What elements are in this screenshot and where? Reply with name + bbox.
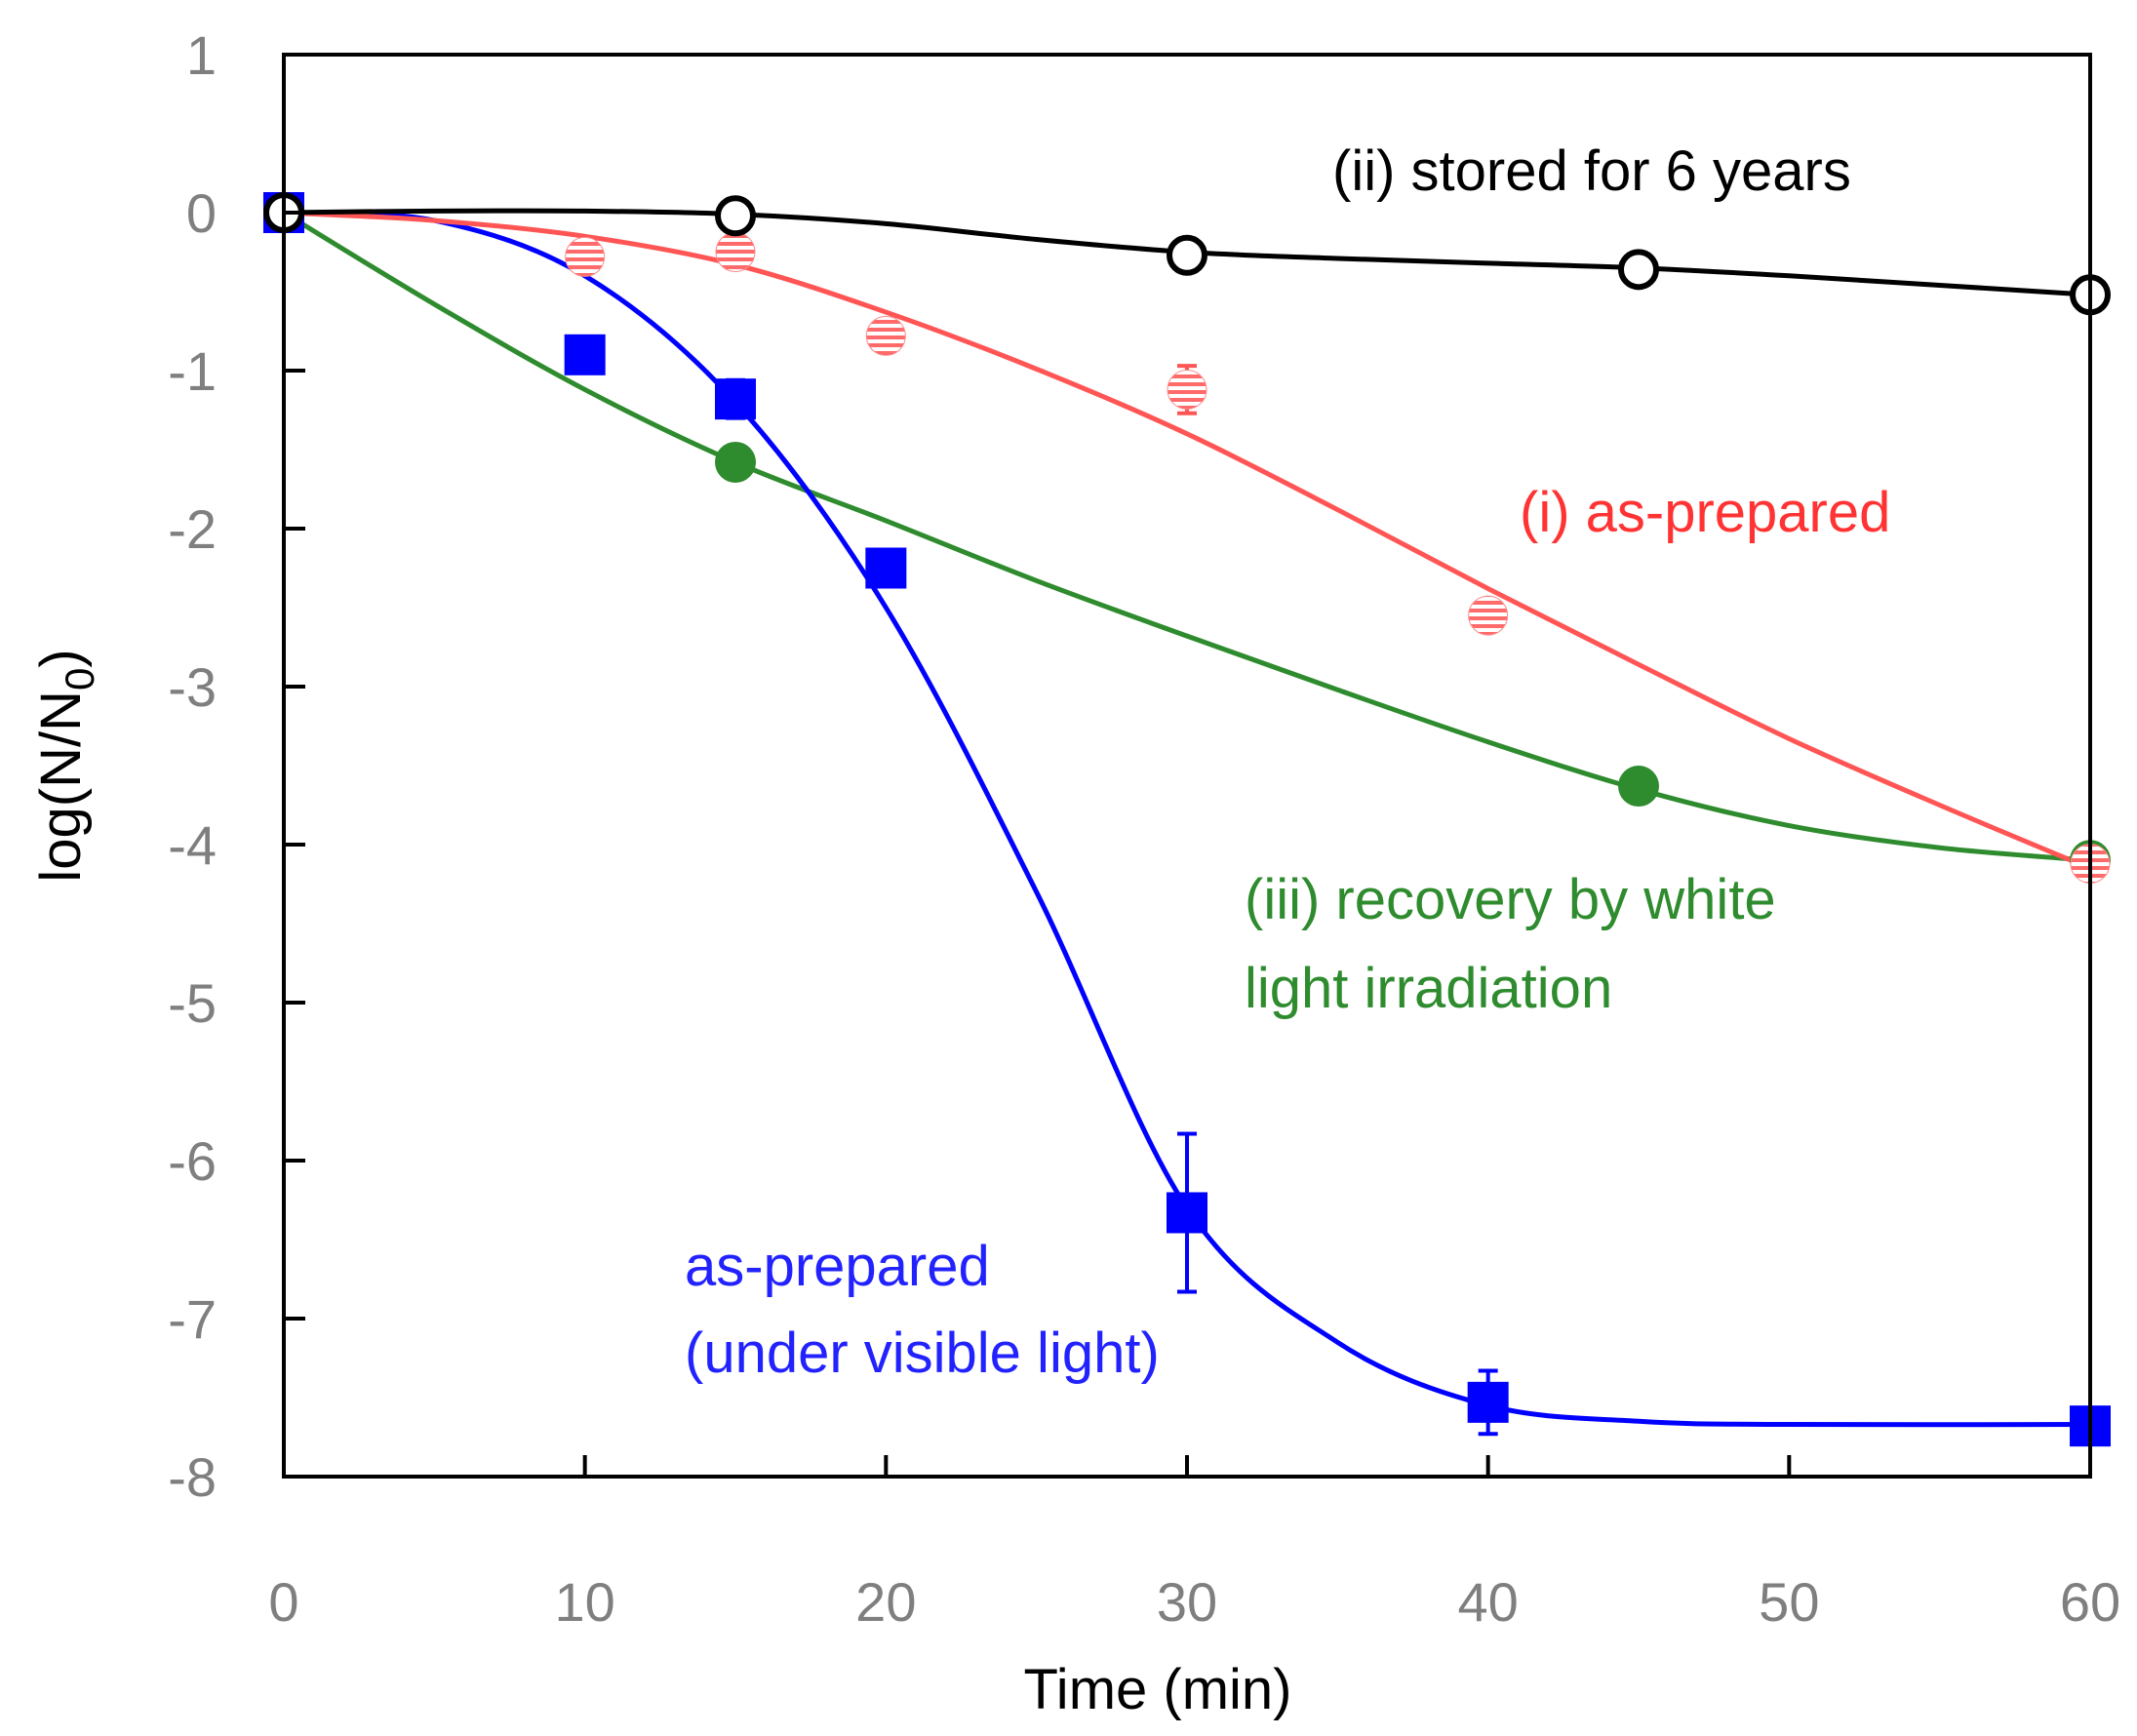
series-label-i-as-prepared: (i) as-prepared [1520, 481, 1890, 544]
series-label-iii-recovery-line2: light irradiation [1245, 957, 1612, 1020]
curve-hatched-circle [283, 210, 2091, 871]
y-tick-label: -5 [168, 972, 217, 1034]
y-tick-label: -8 [168, 1446, 217, 1508]
y-tick-label: -6 [168, 1130, 217, 1192]
y-tick-label: -4 [168, 814, 217, 876]
data-point-open-circle [1167, 234, 1207, 276]
y-tick-label: 1 [186, 24, 217, 86]
data-point-square [1467, 1381, 1509, 1423]
series-label-visible-light-line1: as-prepared [685, 1235, 990, 1298]
y-axis-ticks: 1 0 -1 -2 -3 -4 -5 -6 -7 -8 [168, 24, 305, 1508]
data-point-hatched-circle [865, 315, 906, 356]
x-axis-title: Time (min) [1024, 1658, 1292, 1721]
data-point-hatched-circle [1468, 595, 1509, 636]
data-point-square [715, 378, 756, 420]
data-point-open-circle [715, 195, 756, 237]
curve-filled-circle [282, 210, 2091, 863]
y-tick-label: -2 [168, 498, 217, 560]
data-point-square [564, 334, 606, 375]
data-point-square [1167, 1192, 1207, 1234]
data-point-square [865, 547, 907, 589]
data-point-hatched-circle [715, 232, 756, 272]
x-tick-label: 30 [1157, 1571, 1217, 1633]
data-point-filled-circle [715, 441, 756, 483]
curve-square [283, 210, 2091, 1428]
data-point-open-circle [1618, 249, 1659, 291]
y-tick-label: -3 [168, 656, 217, 718]
x-tick-label: 50 [1759, 1571, 1819, 1633]
data-point-filled-circle [1618, 766, 1659, 808]
x-tick-label: 0 [268, 1571, 298, 1633]
series-label-stored-6-years: (ii) stored for 6 years [1332, 139, 1851, 203]
x-tick-label: 20 [855, 1571, 916, 1633]
data-point-hatched-circle [1167, 369, 1207, 410]
x-axis-ticks: 0 10 20 30 40 50 60 [268, 1455, 2120, 1633]
x-tick-label: 40 [1458, 1571, 1519, 1633]
y-axis-title: log(N/N0) [29, 649, 102, 882]
data-point-hatched-circle [565, 236, 606, 277]
x-tick-label: 60 [2060, 1571, 2120, 1633]
series-label-visible-light-line2: (under visible light) [685, 1322, 1160, 1385]
series-label-iii-recovery-line1: (iii) recovery by white [1245, 868, 1776, 931]
y-tick-label: 0 [186, 182, 217, 244]
y-tick-label: -7 [168, 1288, 217, 1350]
y-tick-label: -1 [168, 340, 217, 402]
x-tick-label: 10 [555, 1571, 615, 1633]
